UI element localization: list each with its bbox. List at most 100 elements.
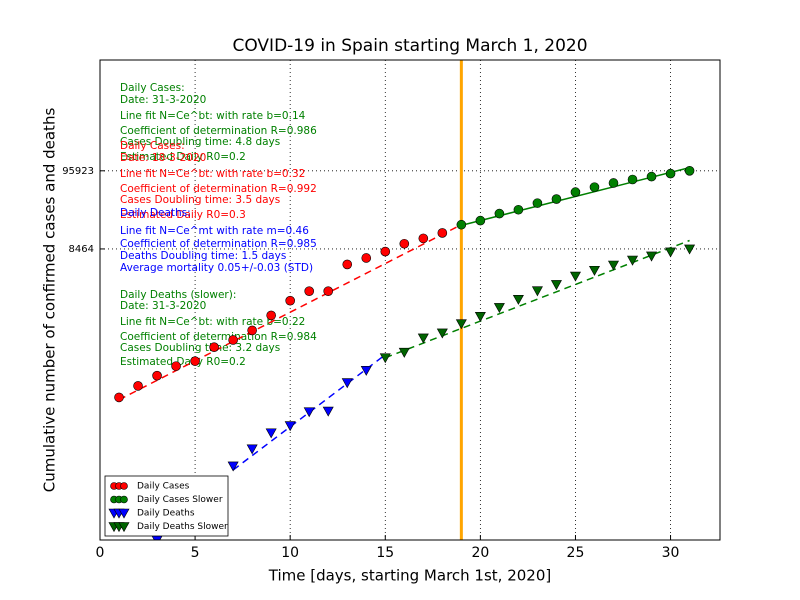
point: [531, 286, 543, 297]
x-tick-label: 5: [191, 545, 200, 561]
point: [474, 312, 486, 322]
annotation: Cases Doubling time: 3.5 days: [120, 194, 280, 206]
point: [265, 428, 277, 439]
point: [246, 444, 258, 455]
point: [304, 286, 315, 296]
point: [570, 187, 581, 197]
point: [418, 233, 429, 244]
point: [417, 333, 429, 344]
annotation: Daily Deaths (slower):: [120, 289, 236, 301]
point: [399, 238, 410, 249]
legend-label: Daily Deaths: [137, 509, 195, 519]
point: [133, 381, 143, 391]
point: [190, 356, 200, 366]
point: [284, 421, 296, 432]
legend-marker: [118, 508, 130, 519]
point: [665, 168, 676, 179]
legend-label: Daily Deaths Slower: [137, 522, 228, 532]
annotation: Deaths Doubling time: 1.5 days: [120, 250, 286, 262]
point: [494, 208, 505, 219]
point: [398, 347, 410, 358]
annotation: Daily Cases:: [120, 140, 185, 152]
fit-line: [385, 239, 690, 359]
x-tick-label: 10: [281, 545, 299, 561]
plot-area: [114, 60, 696, 540]
annotation: Average mortality 0.05+/-0.03 (STD): [120, 262, 313, 274]
annotation: Date: 31-3-2020: [120, 94, 206, 106]
point: [266, 310, 276, 321]
point: [436, 328, 448, 339]
annotation: Coefficient of determination R=0.985: [120, 238, 317, 250]
point: [209, 342, 219, 352]
chart-title: COVID-19 in Spain starting March 1, 2020: [232, 36, 587, 56]
point: [475, 215, 486, 226]
annotation: Cases Doubling time: 3.2 days: [120, 342, 280, 354]
point: [588, 265, 600, 276]
legend-label: Daily Cases: [137, 482, 190, 492]
point: [360, 365, 372, 376]
plot-frame: [99, 59, 721, 541]
point: [665, 247, 677, 258]
annotation: Estimated Daily R0=0.3: [120, 209, 246, 221]
point: [361, 253, 372, 263]
x-tick-label: 20: [471, 545, 489, 561]
point: [493, 303, 505, 314]
y-tick-label: 8464: [69, 244, 94, 255]
point: [513, 204, 524, 215]
point: [228, 335, 238, 345]
annotation: Coefficient of determination R=0.992: [120, 183, 317, 195]
point: [589, 182, 600, 192]
point: [512, 294, 524, 305]
point: [607, 260, 620, 271]
point: [437, 228, 448, 238]
point: [532, 198, 543, 208]
x-tick-label: 25: [567, 545, 585, 561]
annotation: Date: 18-3-2020: [120, 152, 206, 164]
y-tick-label: 95923: [62, 166, 94, 177]
annotation: Line fit N=Ce^bt: with rate b=0.22: [120, 316, 305, 328]
point: [114, 392, 124, 403]
annotation: Line fit N=Ce^bt: with rate b=0.14: [120, 110, 306, 122]
point: [627, 174, 638, 185]
point: [171, 361, 181, 371]
point: [322, 406, 334, 417]
point: [227, 461, 239, 472]
point: [285, 295, 295, 306]
point: [455, 319, 467, 330]
point: [247, 325, 257, 336]
point: [323, 286, 334, 296]
annotation: Date: 31-3-2020: [120, 300, 206, 312]
point: [152, 370, 162, 381]
point: [627, 255, 639, 266]
legend-marker: [120, 482, 128, 490]
legend-marker: [120, 495, 128, 504]
annotation: Coefficient of determination R=0.984: [120, 331, 317, 343]
y-axis-label: Cumulative number of confirmed cases and…: [41, 108, 59, 493]
x-axis-label: Time [days, starting March 1st, 2020]: [268, 567, 551, 585]
point: [456, 219, 467, 230]
point: [550, 280, 562, 291]
annotation: Coefficient of determination R=0.986: [120, 125, 317, 137]
point: [569, 271, 581, 282]
x-tick-label: 0: [96, 545, 105, 561]
annotation: Cases Doubling time: 4.8 days: [120, 136, 280, 148]
annotation: Estimated Daily R0=0.2: [120, 356, 246, 368]
point: [646, 171, 657, 182]
annotation: Line fit N=Ce^bt: with rate b=0.32: [120, 168, 305, 180]
x-tick-label: 30: [662, 545, 680, 561]
x-tick-label: 15: [376, 545, 394, 561]
annotation: Daily Cases:: [120, 82, 185, 94]
annotation: Daily Deaths:: [120, 207, 191, 219]
annotation: Estimated Daily R0=0.2: [120, 151, 246, 163]
legend-label: Daily Cases Slower: [137, 495, 223, 505]
point: [684, 244, 696, 255]
point: [303, 407, 315, 418]
point: [551, 194, 562, 204]
point: [684, 166, 695, 176]
point: [608, 178, 619, 188]
point: [646, 251, 658, 262]
legend-marker: [118, 522, 130, 533]
fit-line: [232, 354, 386, 471]
point: [341, 378, 353, 389]
